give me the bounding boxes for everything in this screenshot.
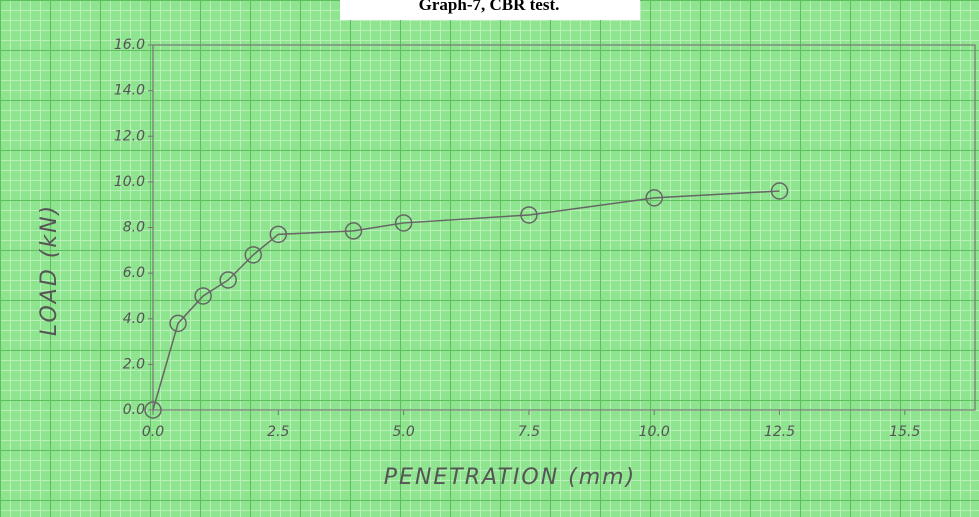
y-tick-label: 8.0 [123, 220, 145, 236]
x-axis-label: PENETRATION (mm) [384, 465, 636, 490]
x-tick-label: 7.5 [518, 424, 540, 440]
chart: Graph-7, CBR test. PENETRATION (mm) LOAD… [0, 0, 979, 517]
chart-title: Graph-7, CBR test. [419, 0, 560, 14]
x-tick-label: 2.5 [267, 424, 289, 440]
series-line [153, 191, 780, 410]
y-tick-label: 10.0 [114, 174, 145, 190]
plot-frame [153, 45, 975, 410]
y-axis-label: LOAD (kN) [37, 204, 62, 336]
y-tick-label: 2.0 [123, 356, 145, 372]
y-tick-label: 12.0 [114, 128, 145, 144]
y-tick-label: 14.0 [114, 83, 145, 99]
x-tick-label: 5.0 [392, 424, 414, 440]
x-tick-label: 0.0 [142, 424, 164, 440]
x-tick-label: 10.0 [639, 424, 670, 440]
graph-paper: Graph-7, CBR test. PENETRATION (mm) LOAD… [0, 0, 979, 517]
x-tick-label: 12.5 [764, 424, 795, 440]
y-tick-label: 16.0 [114, 37, 145, 53]
x-tick-label: 15.5 [889, 424, 920, 440]
y-tick-label: 6.0 [123, 265, 145, 281]
y-tick-label: 4.0 [123, 311, 145, 327]
y-tick-label: 0.0 [123, 402, 145, 418]
